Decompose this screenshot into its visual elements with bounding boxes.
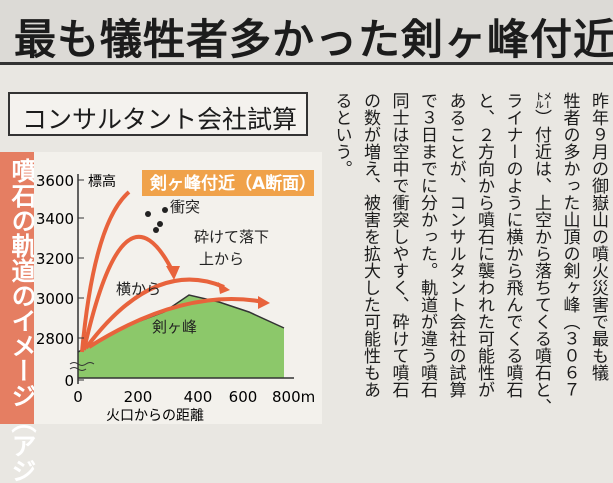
subheading: コンサルタント会社試算 xyxy=(22,105,298,134)
article-column: 牲者の多かった山頂の剣ヶ峰（３０６７ xyxy=(559,92,580,398)
trajectories xyxy=(80,190,265,353)
figure: 剣ヶ峰付近（A断面） 3600 3400 3200 3000 2800 0 標高 0 200 40… xyxy=(34,152,322,424)
article-column: の数が増え、被害を拡大した可能性もあ xyxy=(360,92,380,398)
article-column: ライナーのように横から飛んでくる噴石 xyxy=(502,92,523,398)
arrowhead xyxy=(166,266,180,280)
rock xyxy=(157,221,163,227)
rock xyxy=(153,227,159,233)
y-tick-label: 3000 xyxy=(36,290,74,308)
trajectory xyxy=(87,297,265,349)
y-tick-label: 2800 xyxy=(36,330,74,348)
article-column: で３日までに分かった。軌道が違う噴石 xyxy=(417,92,437,398)
mountain xyxy=(78,295,284,378)
annotation: 砕けて落下 xyxy=(194,228,269,246)
trajectory xyxy=(82,234,176,351)
article-column: 同士は空中で衝突しやすく、砕けて噴石 xyxy=(388,92,409,398)
x-tick-label: 800m xyxy=(272,388,315,406)
headline-bar: 最も犠牲者多かった剣ヶ峰付近 xyxy=(0,0,613,65)
arrowhead xyxy=(258,296,270,309)
x-tick-label: 0 xyxy=(73,388,83,406)
rock xyxy=(145,211,151,217)
panel-label-bg xyxy=(142,170,314,196)
article-column: ㍍）付近は、上空から落ちてくる噴石と、 xyxy=(531,92,551,415)
subheading-box: コンサルタント会社試算 xyxy=(8,92,308,136)
y-tick-label: 3400 xyxy=(36,210,74,228)
annotation: 上から xyxy=(199,250,244,268)
rock xyxy=(162,207,168,213)
trajectory xyxy=(84,277,225,350)
y-tick-label: 3200 xyxy=(36,250,74,268)
trajectory xyxy=(80,190,131,353)
y-axis-label: 標高 xyxy=(88,173,116,190)
x-tick-label: 400 xyxy=(184,388,213,406)
x-axis-label: 火口からの距離 xyxy=(106,407,204,424)
panel-label: 剣ヶ峰付近（A断面） xyxy=(149,173,316,194)
side-label-strip: 噴石の軌道のイメージ（アジ xyxy=(0,152,37,483)
annotation: 横から xyxy=(116,280,161,298)
arrowhead xyxy=(218,282,230,294)
y-tick-label: 0 xyxy=(64,372,74,390)
x-tick-label: 600 xyxy=(229,388,258,406)
article-column: と、２方向から噴石に襲われた可能性が xyxy=(474,92,494,398)
article-column: るという。 xyxy=(331,92,352,177)
article: 昨年９月の御嶽山の噴火災害で最も犠 牲者の多かった山頂の剣ヶ峰（３０６７ ㍍）付近は… xyxy=(322,92,613,424)
rocks xyxy=(145,207,168,233)
headline: 最も犠牲者多かった剣ヶ峰付近 xyxy=(14,15,613,64)
article-column: あることが、コンサルタント会社の試算 xyxy=(445,92,466,398)
arrowheads xyxy=(166,266,270,309)
article-column: 昨年９月の御嶽山の噴火災害で最も犠 xyxy=(588,92,608,381)
axis-break xyxy=(69,362,95,371)
y-tick-label: 3600 xyxy=(36,172,74,190)
x-tick-label: 200 xyxy=(124,388,153,406)
annotation: 衝突 xyxy=(170,198,200,216)
annotation: 剣ヶ峰 xyxy=(152,318,197,336)
